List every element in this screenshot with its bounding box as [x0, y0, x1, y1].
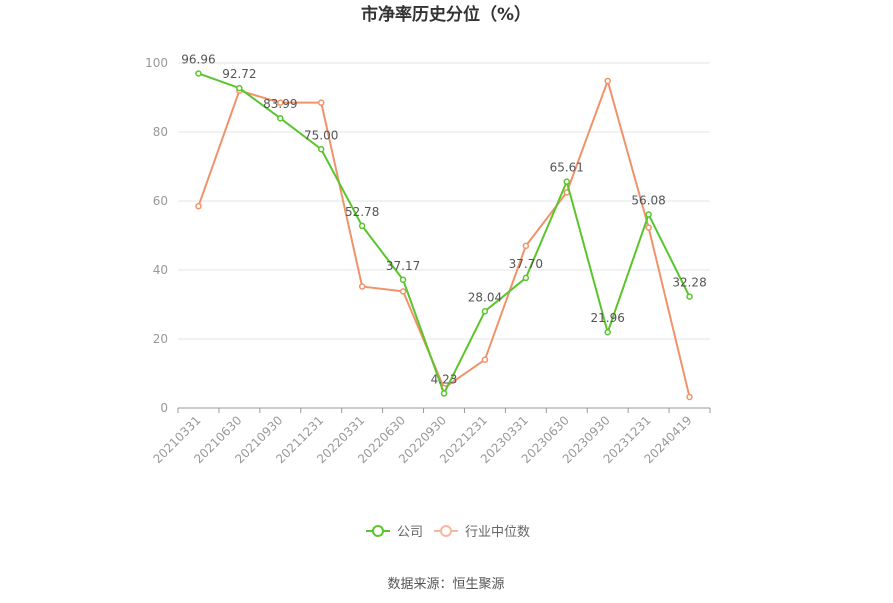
y-tick-label: 40: [153, 263, 168, 277]
series-line-0: [198, 72, 691, 395]
data-label: 75.00: [304, 128, 338, 142]
series-1-point: [604, 77, 611, 85]
y-tick-label: 60: [153, 194, 168, 208]
data-label: 32.28: [672, 276, 706, 290]
chart-title: 市净率历史分位（%）: [361, 4, 531, 25]
series-0-point: [195, 70, 202, 77]
x-axis: 2021033120210630202109302021123120220331…: [150, 407, 711, 466]
data-label: 52.78: [345, 205, 379, 219]
data-label: 21.96: [591, 311, 625, 325]
grid: [178, 62, 710, 340]
y-tick-label: 100: [145, 56, 168, 70]
series-line-1: [197, 79, 691, 398]
series-1-point: [358, 283, 366, 290]
legend-item-industry-median[interactable]: 行业中位数: [434, 525, 530, 540]
legend[interactable]: 公司 行业中位数: [366, 525, 530, 540]
series-1-point: [399, 288, 407, 295]
data-label: 96.96: [181, 52, 215, 66]
series-0-point: [399, 276, 407, 284]
legend-company-label: 公司: [397, 525, 423, 540]
series-0-point: [604, 328, 611, 336]
series-0-point: [440, 390, 448, 397]
series-0-point: [358, 222, 366, 230]
series-1-point: [317, 99, 325, 106]
series-0-point: [522, 274, 530, 282]
data-label: 56.08: [631, 194, 665, 208]
data-label: 92.72: [222, 67, 256, 81]
legend-industry-label: 行业中位数: [465, 525, 530, 540]
series-1-point: [522, 242, 530, 250]
y-tick-label: 80: [153, 125, 168, 139]
series-0-point: [277, 114, 284, 122]
series-1-point: [481, 356, 489, 363]
data-label: 65.61: [550, 161, 584, 175]
data-label: 37.17: [386, 259, 420, 273]
series-1-point: [277, 99, 284, 106]
source-note: 数据来源：恒生聚源: [387, 577, 504, 592]
series-0-point: [481, 308, 489, 315]
data-label: 83.99: [263, 97, 297, 111]
data-labels: 96.96 92.72 83.99 75.00 52.78 37.17 4.23 28.04 3…: [181, 52, 706, 386]
y-axis: 0 20 40 60 80 100: [145, 56, 168, 415]
series-0-point: [317, 146, 325, 153]
data-label: 37.70: [509, 257, 543, 271]
series-1-point: [645, 224, 652, 231]
legend-item-company[interactable]: 公司: [366, 525, 423, 540]
y-tick-label: 20: [153, 332, 168, 346]
series-0-point: [686, 293, 693, 300]
series-0-point: [563, 178, 571, 185]
data-label: 28.04: [468, 290, 502, 304]
data-label: 4.23: [431, 372, 458, 386]
series-group: [195, 70, 693, 401]
legend-company-marker: [372, 525, 384, 537]
y-tick-label: 0: [160, 401, 168, 415]
series-0-point: [645, 211, 652, 218]
legend-industry-marker: [440, 525, 452, 537]
series-0-point: [236, 84, 243, 92]
series-1-point: [686, 393, 693, 401]
series-1-point: [195, 202, 202, 210]
